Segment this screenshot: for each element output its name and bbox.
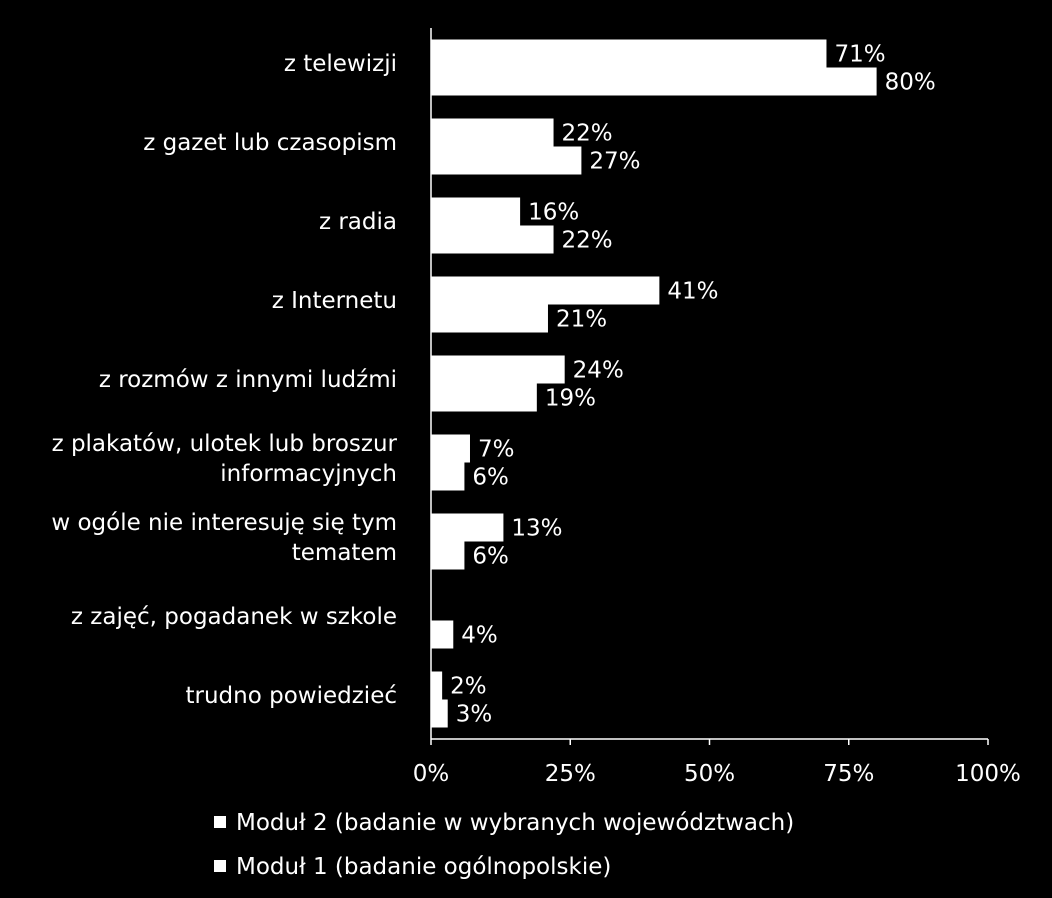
bar-s1-0 — [431, 39, 827, 68]
bar-s2-2 — [431, 225, 554, 254]
data-label-s2-4: 19% — [545, 386, 596, 412]
category-label-6: w ogóle nie interesuję się tym tematem — [51, 509, 397, 566]
bar-s1-1 — [431, 118, 554, 147]
bar-s1-8 — [431, 671, 443, 700]
data-label-s2-8: 3% — [456, 702, 493, 728]
bar-s1-2 — [431, 197, 521, 226]
bar-s2-3 — [431, 304, 548, 333]
category-label-1: z gazet lub czasopism — [143, 129, 397, 156]
data-label-s2-7: 4% — [461, 623, 498, 649]
category-label-0: z telewizji — [283, 50, 397, 77]
category-label-4: z rozmów z innymi ludźmi — [98, 366, 397, 393]
data-label-s1-8: 2% — [450, 674, 487, 700]
data-label-s1-4: 24% — [573, 358, 624, 384]
data-label-s2-6: 6% — [472, 544, 509, 570]
bar-s1-4 — [431, 355, 565, 384]
legend-item-modul-2: Moduł 2 (badanie w wybranych województwa… — [214, 808, 794, 838]
data-label-s2-5: 6% — [472, 465, 509, 491]
data-label-s2-2: 22% — [562, 228, 613, 254]
bar-s2-5 — [431, 462, 465, 491]
bar-s1-5 — [431, 434, 470, 463]
legend-swatch-modul-2 — [214, 815, 226, 828]
data-label-s2-0: 80% — [885, 70, 936, 96]
category-label-3: z Internetu — [271, 287, 397, 314]
data-label-s1-3: 41% — [667, 279, 718, 305]
bar-s2-6 — [431, 541, 465, 570]
bar-s2-4 — [431, 383, 537, 412]
legend-label-modul-1: Moduł 1 (badanie ogólnopolskie) — [236, 854, 612, 880]
category-label-7: z zajęć, pogadanek w szkole — [70, 603, 397, 630]
x-tick-label-3: 75% — [823, 761, 874, 787]
bar-s2-8 — [431, 699, 448, 728]
bar-s1-6 — [431, 513, 504, 542]
data-label-s2-3: 21% — [556, 307, 607, 333]
data-label-s1-2: 16% — [528, 200, 579, 226]
bar-s2-1 — [431, 146, 582, 175]
x-tick-label-1: 25% — [545, 761, 596, 787]
category-label-8: trudno powiedzieć — [185, 682, 398, 709]
legend-label-modul-2: Moduł 2 (badanie w wybranych województwa… — [236, 810, 795, 836]
data-label-s2-1: 27% — [589, 149, 640, 175]
legend-swatch-modul-1 — [214, 859, 226, 872]
legend-item-modul-1: Moduł 1 (badanie ogólnopolskie) — [214, 852, 611, 882]
x-tick-label-4: 100% — [955, 761, 1021, 787]
category-label-2: z radia — [318, 208, 397, 235]
x-tick-label-0: 0% — [413, 761, 450, 787]
x-tick-label-2: 50% — [684, 761, 735, 787]
data-label-s1-1: 22% — [562, 121, 613, 147]
bar-s2-7 — [431, 620, 454, 649]
data-label-s1-5: 7% — [478, 437, 515, 463]
bar-s1-3 — [431, 276, 660, 305]
data-label-s1-0: 71% — [834, 42, 885, 68]
category-label-5: z plakatów, ulotek lub broszur informacy… — [51, 430, 397, 487]
bar-s2-0 — [431, 67, 877, 96]
data-label-s1-6: 13% — [511, 516, 562, 542]
